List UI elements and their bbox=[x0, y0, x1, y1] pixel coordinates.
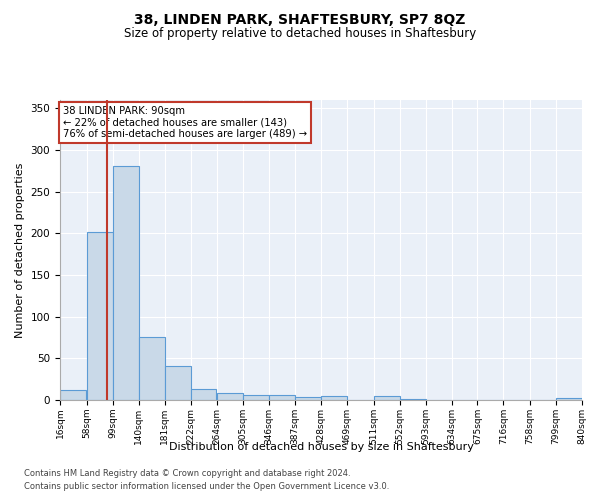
Text: Contains public sector information licensed under the Open Government Licence v3: Contains public sector information licen… bbox=[24, 482, 389, 491]
Y-axis label: Number of detached properties: Number of detached properties bbox=[15, 162, 25, 338]
Text: Size of property relative to detached houses in Shaftesbury: Size of property relative to detached ho… bbox=[124, 28, 476, 40]
Bar bbox=[556, 398, 582, 400]
Text: 38, LINDEN PARK, SHAFTESBURY, SP7 8QZ: 38, LINDEN PARK, SHAFTESBURY, SP7 8QZ bbox=[134, 12, 466, 26]
Bar bbox=[113, 166, 139, 400]
Bar bbox=[295, 396, 321, 400]
Bar bbox=[400, 399, 425, 400]
Bar bbox=[374, 396, 400, 400]
Bar bbox=[139, 336, 164, 400]
Bar bbox=[164, 366, 191, 400]
Text: 38 LINDEN PARK: 90sqm
← 22% of detached houses are smaller (143)
76% of semi-det: 38 LINDEN PARK: 90sqm ← 22% of detached … bbox=[62, 106, 307, 139]
Bar bbox=[60, 390, 86, 400]
Bar bbox=[86, 232, 113, 400]
Bar bbox=[269, 395, 295, 400]
Text: Contains HM Land Registry data © Crown copyright and database right 2024.: Contains HM Land Registry data © Crown c… bbox=[24, 468, 350, 477]
Text: Distribution of detached houses by size in Shaftesbury: Distribution of detached houses by size … bbox=[169, 442, 473, 452]
Bar bbox=[217, 394, 243, 400]
Bar bbox=[321, 396, 347, 400]
Bar bbox=[191, 389, 217, 400]
Bar bbox=[243, 395, 269, 400]
